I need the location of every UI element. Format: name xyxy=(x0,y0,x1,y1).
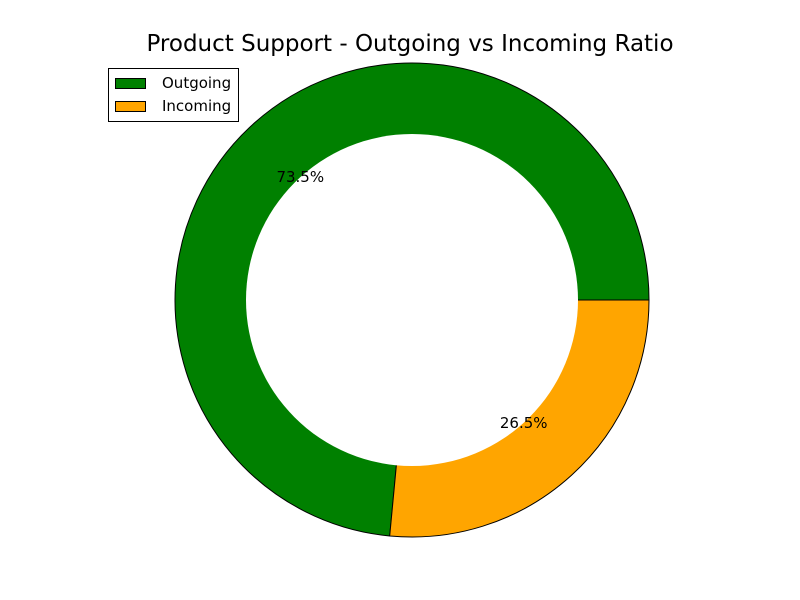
legend-swatch-incoming xyxy=(115,101,146,112)
pct-label-outgoing: 73.5% xyxy=(276,168,324,186)
legend-label-outgoing: Outgoing xyxy=(162,74,232,92)
legend-swatch-outgoing xyxy=(115,78,146,89)
legend-item-incoming: Incoming xyxy=(115,95,231,118)
legend-label-incoming: Incoming xyxy=(162,97,232,115)
labels-group: 73.5% 26.5% xyxy=(276,168,547,432)
legend-item-outgoing: Outgoing xyxy=(115,72,231,95)
chart-title: Product Support - Outgoing vs Incoming R… xyxy=(146,31,674,57)
legend: Outgoing Incoming xyxy=(108,68,240,122)
donut-hole xyxy=(246,134,578,466)
pct-label-incoming: 26.5% xyxy=(500,414,548,432)
